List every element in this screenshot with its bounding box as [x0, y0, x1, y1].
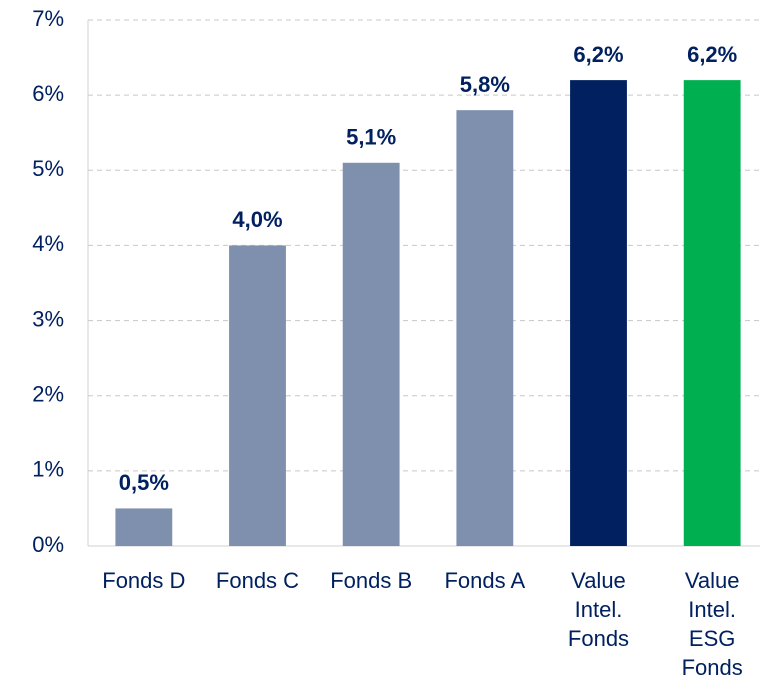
x-tick-label: Value Intel. ESG Fonds [681, 568, 743, 680]
y-tick-label: 4% [32, 231, 64, 256]
y-tick-label: 5% [32, 156, 64, 181]
x-tick-label: Value Intel. Fonds [567, 568, 630, 651]
y-tick-label: 1% [32, 457, 64, 482]
bar [115, 508, 173, 546]
x-tick-label: Fonds A [444, 568, 526, 593]
y-tick-label: 7% [32, 6, 64, 31]
y-tick-label: 2% [32, 382, 64, 407]
bar [456, 110, 514, 547]
value-label: 6,2% [687, 42, 737, 67]
bar [342, 162, 400, 546]
y-tick-label: 0% [32, 532, 64, 557]
value-label: 5,1% [346, 125, 396, 150]
bar [570, 80, 627, 546]
value-label: 5,8% [460, 72, 510, 97]
x-tick-label: Fonds D [102, 568, 186, 593]
y-tick-label: 3% [32, 306, 64, 331]
x-tick-label: Fonds C [215, 568, 300, 593]
bar [683, 80, 741, 546]
value-label: 4,0% [232, 207, 282, 232]
bar [229, 245, 286, 546]
value-label: 6,2% [573, 42, 623, 67]
x-tick-label: Fonds B [330, 568, 413, 593]
y-tick-label: 6% [32, 81, 64, 106]
value-label: 0,5% [119, 470, 169, 495]
